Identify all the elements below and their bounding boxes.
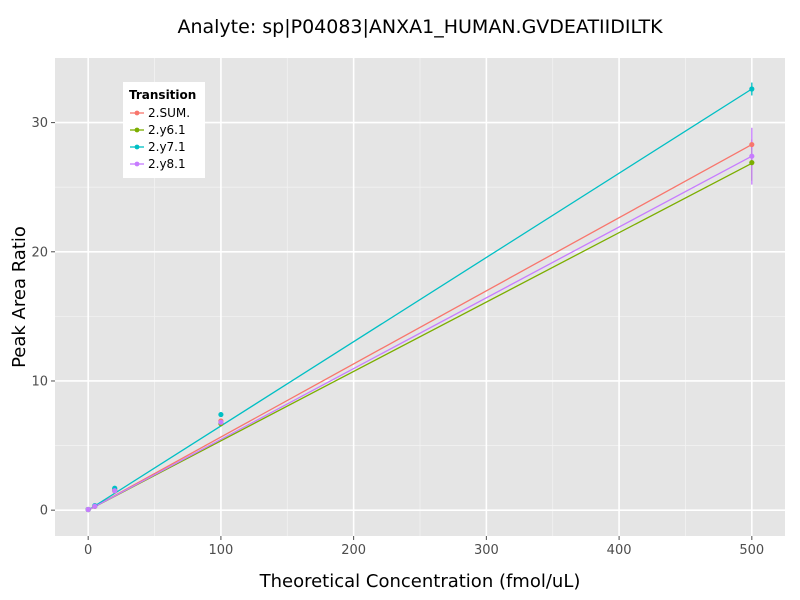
fit-line-2.y7.1 bbox=[87, 88, 753, 511]
data-point-2.y8.1 bbox=[85, 506, 91, 513]
data-point-2.y6.1 bbox=[749, 160, 755, 166]
legend-items: 2.SUM. 2.y6.1 2.y7.1 2.y8.1 bbox=[130, 106, 190, 171]
x-axis-ticks: 0 100 200 300 400 500 bbox=[84, 536, 764, 558]
data-point-2.y8.1 bbox=[218, 419, 224, 425]
x-tick-label: 100 bbox=[208, 543, 233, 558]
fit-lines bbox=[87, 88, 753, 511]
fit-line-2.y6.1 bbox=[87, 162, 753, 511]
x-tick-label: 0 bbox=[84, 543, 92, 558]
fit-line-2.y8.1 bbox=[87, 155, 753, 511]
legend: Transition 2.SUM. 2.y6.1 2.y7.1 2.y8.1 bbox=[123, 82, 205, 178]
data-point-2.y8.1 bbox=[749, 153, 755, 159]
data-point-2.y7.1 bbox=[218, 411, 224, 418]
x-tick-label: 200 bbox=[341, 543, 366, 558]
legend-title: Transition bbox=[129, 88, 196, 102]
legend-label-2.y8.1: 2.y8.1 bbox=[148, 157, 186, 171]
legend-marker-2.y7.1 bbox=[134, 144, 140, 150]
x-tick-label: 300 bbox=[474, 543, 499, 558]
legend-label-2.y7.1: 2.y7.1 bbox=[148, 140, 186, 154]
data-point-2.SUM. bbox=[749, 141, 755, 148]
y-tick-label: 0 bbox=[40, 504, 48, 519]
y-axis-label: Peak Area Ratio bbox=[9, 226, 30, 368]
legend-marker-2.y6.1 bbox=[134, 127, 140, 133]
x-tick-label: 400 bbox=[607, 543, 632, 558]
data-point-2.y8.1 bbox=[112, 488, 118, 494]
x-tick-label: 500 bbox=[739, 543, 764, 558]
legend-label-2.y6.1: 2.y6.1 bbox=[148, 123, 186, 137]
legend-marker-2.y8.1 bbox=[134, 161, 140, 167]
y-tick-label: 20 bbox=[31, 245, 48, 260]
legend-marker-2.SUM. bbox=[134, 110, 140, 116]
data-point-2.y8.1 bbox=[92, 503, 98, 509]
y-tick-label: 10 bbox=[31, 374, 48, 389]
x-axis-label: Theoretical Concentration (fmol/uL) bbox=[259, 571, 581, 592]
legend-label-2.SUM.: 2.SUM. bbox=[148, 106, 190, 120]
grid-minor bbox=[55, 58, 785, 536]
fit-line-2.SUM. bbox=[87, 143, 753, 511]
y-tick-label: 30 bbox=[31, 116, 48, 131]
y-axis-ticks: 0 10 20 30 bbox=[31, 116, 55, 519]
chart-title: Analyte: sp|P04083|ANXA1_HUMAN.GVDEATIID… bbox=[177, 16, 663, 38]
data-point-2.y7.1 bbox=[749, 86, 755, 92]
data-points bbox=[85, 86, 755, 513]
